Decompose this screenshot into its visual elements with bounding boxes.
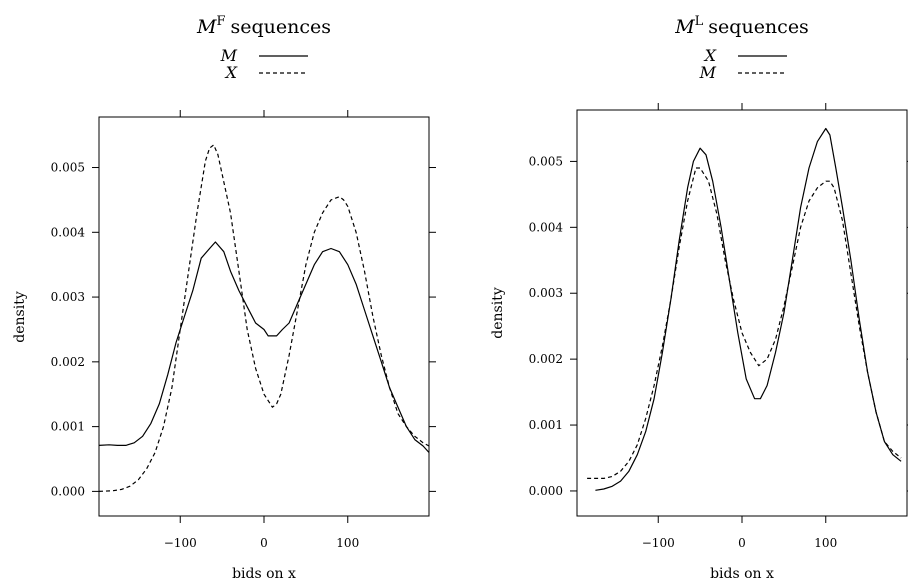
plot-frame [99, 117, 429, 516]
x-tick-label: 100 [814, 536, 837, 550]
panel-title: ML sequences [674, 14, 809, 38]
y-tick-label: 0.000 [51, 484, 85, 498]
y-tick-label: 0.000 [529, 484, 563, 498]
legend-label: M [699, 63, 717, 82]
series-line-dashed [587, 168, 901, 478]
y-axis-label: density [12, 291, 28, 343]
chart-panel-mf: MF sequences M X −100 0 100 0.000 0.001 0.002 0… [12, 14, 436, 582]
x-axis-label: bids on x [710, 566, 774, 582]
series-lines [587, 129, 901, 491]
y-axis-label: density [490, 287, 506, 339]
y-tick-label: 0.003 [51, 290, 85, 304]
y-tick-label: 0.001 [51, 420, 85, 434]
x-tick-label: 100 [336, 536, 359, 550]
x-tick-label: 0 [260, 536, 268, 550]
legend: M X [220, 46, 308, 82]
axis-ticks: −100 0 100 0.000 0.001 0.002 0.003 0.004 0.005 [529, 103, 908, 550]
y-tick-label: 0.002 [51, 355, 85, 369]
plot-frame [577, 110, 907, 516]
series-line-dashed [99, 145, 429, 492]
series-line-solid [595, 129, 901, 491]
series-lines [99, 145, 429, 492]
axis-ticks: −100 0 100 0.000 0.001 0.002 0.003 0.004 0.005 [51, 110, 436, 550]
title-text: sequences [230, 16, 331, 38]
y-tick-label: 0.002 [529, 352, 563, 366]
title-superscript: F [216, 14, 225, 29]
x-tick-label: −100 [164, 536, 197, 550]
y-tick-label: 0.004 [51, 225, 86, 239]
panel-title: MF sequences [196, 14, 331, 38]
x-tick-label: −100 [642, 536, 675, 550]
x-tick-label: 0 [738, 536, 746, 550]
chart-panel-ml: ML sequences X M −100 0 1000.0000.0010.0020… [490, 14, 908, 582]
title-symbol: M [674, 16, 695, 38]
y-tick-label: 0.001 [529, 418, 563, 432]
title-superscript: L [695, 14, 704, 29]
y-tick-label: 0.003 [529, 286, 563, 300]
y-tick-label: 0.005 [51, 161, 85, 175]
title-symbol: M [196, 16, 217, 38]
y-tick-label: 0.005 [529, 154, 563, 168]
x-axis-label: bids on x [232, 566, 296, 582]
legend-label: X [224, 63, 238, 82]
title-text: sequences [708, 16, 809, 38]
y-tick-label: 0.004 [529, 220, 564, 234]
legend: X M [699, 46, 787, 82]
